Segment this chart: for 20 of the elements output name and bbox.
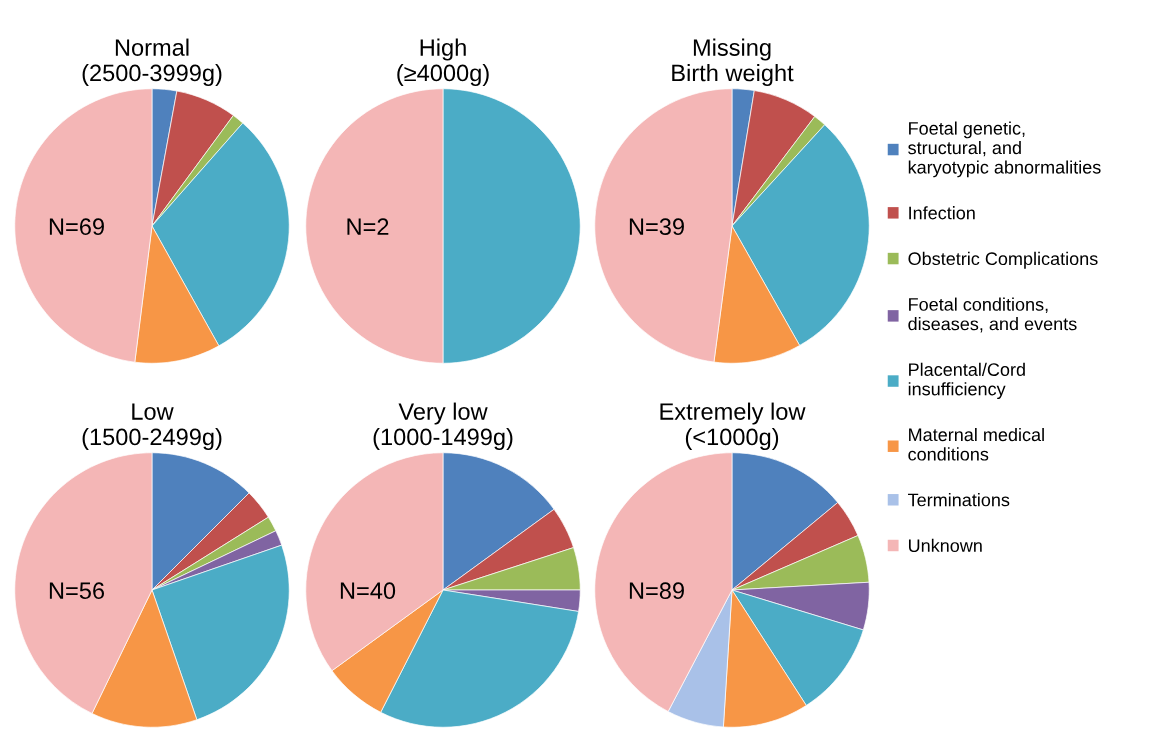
chart-title: High (≥4000g) (397, 38, 489, 86)
text: N=56 (49, 582, 105, 600)
legend-label: Infection (909, 206, 975, 220)
legend-label: Unknown (908, 538, 982, 553)
text: N=39 (629, 218, 684, 236)
legend-label: Placental/Cord insufficiency (908, 362, 1025, 400)
text: N=40 (340, 582, 396, 600)
legend-label: Maternal medical conditions (908, 427, 1044, 461)
legend-label: Foetal conditions, diseases, and events (908, 297, 1077, 333)
legend-label: Obstetric Complications (908, 251, 1098, 269)
chart-title: Normal (2500-3999g) (82, 38, 222, 86)
chart-title: Extremely low (<1000g) (660, 402, 806, 450)
legend-label: Foetal genetic, structural, and karyotypic abnormalities (908, 121, 1101, 178)
text: N=89 (629, 582, 684, 600)
text: N=69 (49, 218, 104, 236)
chart-title: Missing Birth weight (672, 38, 794, 86)
legend-label: Terminations (908, 493, 1010, 507)
chart-title: Very low (1000-1499g) (373, 402, 513, 450)
chart-title: Low (1500-2499g) (82, 403, 222, 450)
text: N=2 (347, 218, 389, 235)
